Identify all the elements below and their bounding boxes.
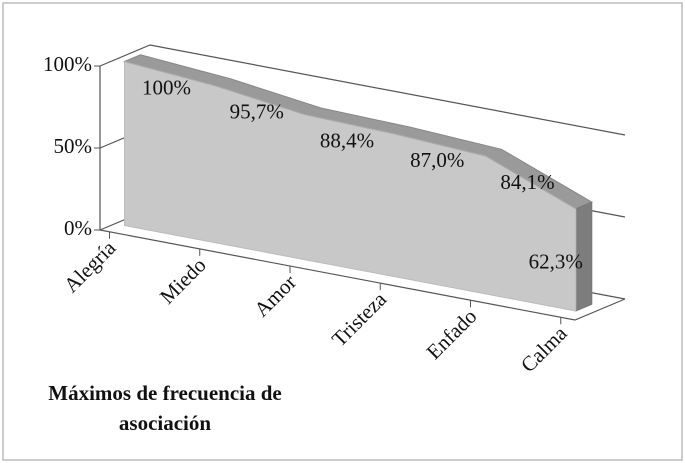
data-label: 95,7% xyxy=(230,99,284,123)
y-tick-label: 50% xyxy=(54,134,93,158)
data-label: 100% xyxy=(142,75,191,99)
y-tick-label: 100% xyxy=(43,52,92,76)
grid-line xyxy=(99,44,626,136)
floor-edge xyxy=(99,229,626,321)
data-label: 88,4% xyxy=(320,129,374,153)
y-tick-label: 0% xyxy=(64,216,92,240)
data-label: 87,0% xyxy=(410,148,464,172)
data-label: 84,1% xyxy=(500,170,554,194)
data-label: 62,3% xyxy=(529,250,583,274)
chart-title: Máximos de frecuencia de asociación xyxy=(48,381,282,435)
line xyxy=(124,61,577,210)
